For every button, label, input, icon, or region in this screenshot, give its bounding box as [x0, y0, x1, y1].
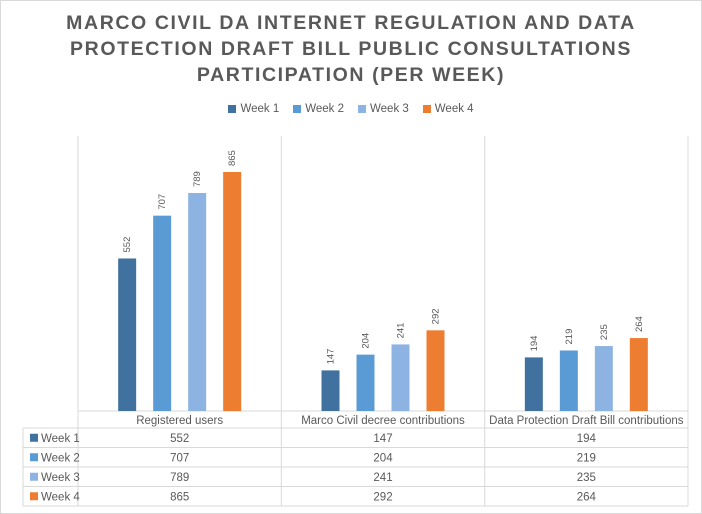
- table-legend-key: [30, 453, 38, 462]
- chart-title-line-1: MARCO CIVIL DA INTERNET REGULATION AND D…: [66, 12, 636, 34]
- data-label: 865: [227, 150, 238, 166]
- table-row-label: Week 4: [41, 491, 80, 503]
- legend-item-week-1: Week 1: [228, 103, 279, 115]
- table-cell: 219: [577, 452, 596, 464]
- legend-label-week-4: Week 4: [434, 103, 474, 115]
- table-legend-key: [30, 492, 38, 501]
- bar-week-4: [223, 172, 242, 411]
- chart-title-line-3: PARTICIPATION (PER WEEK): [196, 64, 506, 86]
- chart-legend: Week 1 Week 2 Week 3 Week 4: [0, 103, 702, 115]
- legend-label-week-1: Week 1: [240, 103, 280, 115]
- legend-item-week-4: Week 4: [422, 103, 474, 115]
- table-row-label: Week 2: [41, 452, 80, 464]
- x-tick-label: Registered users: [136, 415, 223, 427]
- table-legend-key: [30, 433, 38, 442]
- table-cell: 865: [170, 491, 189, 503]
- data-label: 292: [431, 308, 442, 324]
- data-label: 552: [122, 237, 133, 253]
- table-row-label: Week 1: [41, 433, 80, 445]
- bar-week-4: [426, 330, 445, 411]
- table-cell: 241: [373, 472, 392, 484]
- x-tick-label: Marco Civil decree contributions: [301, 415, 465, 427]
- data-label: 707: [157, 194, 168, 210]
- chart-title-line-2: PROTECTION DRAFT BILL PUBLIC CONSULTATIO…: [70, 38, 632, 60]
- bar-week-1: [118, 258, 137, 411]
- data-label: 264: [634, 316, 645, 332]
- table-cell: 707: [170, 452, 189, 464]
- bar-week-4: [629, 338, 648, 411]
- table-cell: 147: [373, 433, 392, 445]
- table-cell: 789: [170, 472, 189, 484]
- legend-label-week-2: Week 2: [305, 103, 344, 115]
- data-label: 789: [192, 171, 203, 187]
- legend-swatch-week-3: [358, 105, 366, 113]
- data-label: 204: [361, 333, 372, 349]
- data-label: 235: [599, 324, 610, 340]
- bar-week-2: [153, 215, 172, 411]
- table-cell: 264: [577, 491, 597, 503]
- table-cell: 235: [577, 472, 596, 484]
- bar-week-1: [524, 357, 543, 411]
- chart-title: MARCO CIVIL DA INTERNET REGULATION AND D…: [0, 10, 702, 88]
- legend-swatch-week-2: [293, 105, 302, 113]
- table-row-label: Week 3: [41, 472, 80, 484]
- table-cell: 292: [373, 491, 392, 503]
- data-label: 147: [326, 349, 337, 365]
- legend-label-week-3: Week 3: [370, 103, 409, 115]
- data-label: 219: [564, 329, 575, 345]
- table-legend-key: [30, 472, 38, 481]
- bar-week-2: [356, 354, 375, 411]
- bar-week-2: [559, 350, 578, 411]
- table-cell: 552: [170, 433, 189, 445]
- legend-item-week-2: Week 2: [293, 103, 344, 115]
- bar-week-1: [321, 370, 340, 411]
- x-tick-label: Data Protection Draft Bill contributions: [489, 415, 684, 427]
- legend-swatch-week-4: [422, 105, 431, 113]
- table-cell: 194: [577, 433, 597, 445]
- data-label: 241: [396, 323, 407, 339]
- bar-week-3: [594, 346, 613, 411]
- data-label: 194: [529, 336, 540, 352]
- bar-week-3: [391, 344, 410, 411]
- legend-item-week-3: Week 3: [358, 103, 409, 115]
- bar-week-3: [188, 192, 207, 411]
- legend-swatch-week-1: [228, 105, 237, 113]
- table-cell: 204: [373, 452, 393, 464]
